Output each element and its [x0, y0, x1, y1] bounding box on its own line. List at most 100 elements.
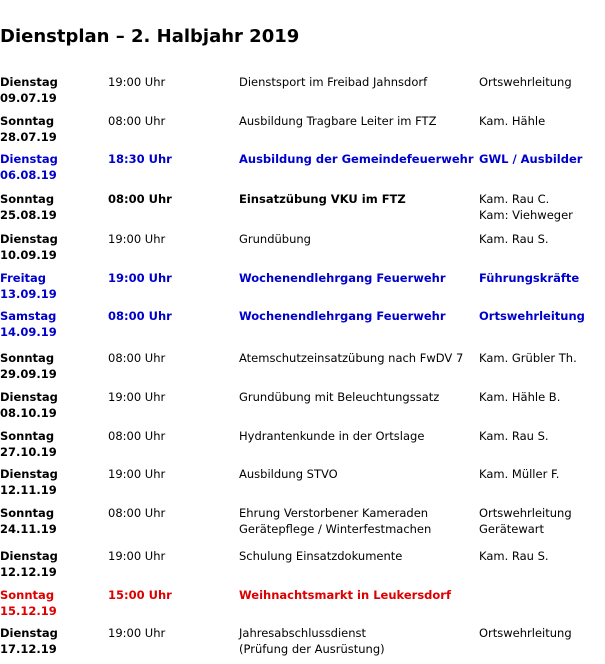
day: Dienstag [0, 75, 58, 89]
event-cell: Ausbildung STVO [239, 466, 338, 482]
day: Sonntag [0, 192, 55, 206]
time-cell: 19:00 Uhr [108, 231, 165, 247]
time-cell: 08:00 Uhr [108, 350, 165, 366]
date: 13.09.19 [0, 287, 57, 301]
responsible: Kam. Rau C. [479, 192, 550, 206]
date: 29.09.19 [0, 367, 57, 381]
day: Dienstag [0, 390, 58, 404]
time: 08:00 Uhr [108, 429, 166, 443]
responsible: Kam: Viehweger [479, 208, 573, 222]
event-cell: Hydrantenkunde in der Ortslage [239, 428, 424, 444]
responsible: Kam. Hähle [479, 114, 546, 128]
day-cell: Sonntag 24.11.19 [0, 505, 57, 537]
time-cell: 18:30 Uhr [108, 151, 172, 167]
day-cell: Dienstag 09.07.19 [0, 74, 58, 106]
event: Schulung Einsatzdokumente [239, 549, 403, 563]
day-cell: Dienstag 08.10.19 [0, 389, 58, 421]
event-cell: Grundübung [239, 231, 311, 247]
day-cell: Dienstag 12.11.19 [0, 466, 58, 498]
responsible: GWL / Ausbilder [479, 152, 583, 166]
responsible: Ortswehrleitung [479, 506, 572, 520]
time: 08:00 Uhr [108, 192, 172, 206]
date: 28.07.19 [0, 130, 57, 144]
time: 19:00 Uhr [108, 549, 166, 563]
day-cell: Dienstag 10.09.19 [0, 231, 58, 263]
time-cell: 19:00 Uhr [108, 389, 165, 405]
time: 15:00 Uhr [108, 588, 172, 602]
responsible-cell: Kam. Rau C. Kam: Viehweger [479, 191, 573, 223]
time: 19:00 Uhr [108, 467, 166, 481]
event: Ausbildung der Gemeindefeuerwehr [239, 152, 474, 166]
responsible: Kam. Rau S. [479, 549, 549, 563]
responsible: Kam. Grübler Th. [479, 351, 577, 365]
responsible-cell: Kam. Müller F. [479, 466, 559, 482]
responsible: Ortswehrleitung [479, 626, 572, 640]
day: Dienstag [0, 232, 58, 246]
day: Sonntag [0, 114, 55, 128]
day-cell: Freitag 13.09.19 [0, 270, 57, 302]
time-cell: 08:00 Uhr [108, 191, 172, 207]
date: 09.07.19 [0, 91, 57, 105]
day: Sonntag [0, 351, 55, 365]
time: 08:00 Uhr [108, 309, 172, 323]
time: 19:00 Uhr [108, 271, 172, 285]
responsible: Kam. Hähle B. [479, 390, 561, 404]
date: 06.08.19 [0, 168, 57, 182]
responsible-cell: Kam. Hähle B. [479, 389, 560, 405]
responsible-cell: GWL / Ausbilder [479, 151, 582, 167]
event: Jahresabschlussdienst [239, 626, 367, 640]
day-cell: Samstag 14.09.19 [0, 308, 57, 340]
date: 12.11.19 [0, 483, 57, 497]
responsible: Kam. Rau S. [479, 232, 549, 246]
day: Dienstag [0, 152, 58, 166]
event-cell: Jahresabschlussdienst (Prüfung der Ausrüs… [239, 625, 385, 657]
event-cell: Dienstsport im Freibad Jahnsdorf [239, 74, 427, 90]
responsible: Gerätewart [479, 522, 545, 536]
responsible-cell: Ortswehrleitung [479, 625, 572, 641]
responsible: Führungskräfte [479, 271, 580, 285]
day-cell: Sonntag 29.09.19 [0, 350, 57, 382]
event: Wochenendlehrgang Feuerwehr [239, 271, 446, 285]
time-cell: 08:00 Uhr [108, 428, 165, 444]
event-cell: Wochenendlehrgang Feuerwehr [239, 270, 446, 286]
date: 15.12.19 [0, 604, 57, 618]
day: Freitag [0, 271, 47, 285]
date: 14.09.19 [0, 325, 57, 339]
date: 08.10.19 [0, 406, 57, 420]
day: Sonntag [0, 506, 55, 520]
responsible-cell: Ortswehrleitung [479, 308, 585, 324]
event-cell: Schulung Einsatzdokumente [239, 548, 402, 564]
event: Atemschutzeinsatzübung nach FwDV 7 [239, 351, 464, 365]
responsible: Ortswehrleitung [479, 309, 585, 323]
time-cell: 19:00 Uhr [108, 270, 172, 286]
responsible-cell: Kam. Hähle [479, 113, 545, 129]
day-cell: Dienstag 06.08.19 [0, 151, 58, 183]
responsible: Kam. Müller F. [479, 467, 560, 481]
time-cell: 08:00 Uhr [108, 113, 165, 129]
time: 19:00 Uhr [108, 626, 166, 640]
event: Einsatzübung VKU im FTZ [239, 192, 406, 206]
time: 19:00 Uhr [108, 232, 166, 246]
event-cell: Wochenendlehrgang Feuerwehr [239, 308, 446, 324]
day-cell: Sonntag 27.10.19 [0, 428, 57, 460]
event: Grundübung mit Beleuchtungssatz [239, 390, 440, 404]
time: 08:00 Uhr [108, 114, 166, 128]
time: 08:00 Uhr [108, 506, 166, 520]
time-cell: 15:00 Uhr [108, 587, 172, 603]
date: 25.08.19 [0, 208, 57, 222]
time: 08:00 Uhr [108, 351, 166, 365]
event-cell: Grundübung mit Beleuchtungssatz [239, 389, 439, 405]
event: Ehrung Verstorbener Kameraden [239, 506, 429, 520]
responsible-cell: Kam. Grübler Th. [479, 350, 577, 366]
day: Sonntag [0, 588, 55, 602]
date: 27.10.19 [0, 445, 57, 459]
date: 12.12.19 [0, 565, 57, 579]
day-cell: Sonntag 15.12.19 [0, 587, 57, 619]
event: Dienstsport im Freibad Jahnsdorf [239, 75, 428, 89]
time-cell: 08:00 Uhr [108, 505, 165, 521]
time-cell: 19:00 Uhr [108, 74, 165, 90]
event-cell: Ausbildung Tragbare Leiter im FTZ [239, 113, 436, 129]
day: Dienstag [0, 549, 58, 563]
day-cell: Sonntag 28.07.19 [0, 113, 57, 145]
day-cell: Dienstag 17.12.19 [0, 625, 58, 657]
